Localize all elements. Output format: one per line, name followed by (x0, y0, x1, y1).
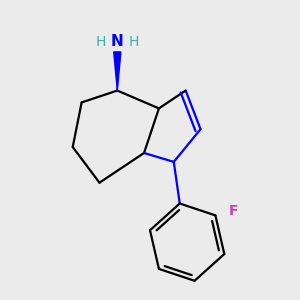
Text: F: F (229, 204, 238, 218)
Text: N: N (111, 34, 124, 49)
Text: H: H (128, 34, 139, 49)
Text: H: H (96, 34, 106, 49)
Polygon shape (114, 52, 121, 91)
